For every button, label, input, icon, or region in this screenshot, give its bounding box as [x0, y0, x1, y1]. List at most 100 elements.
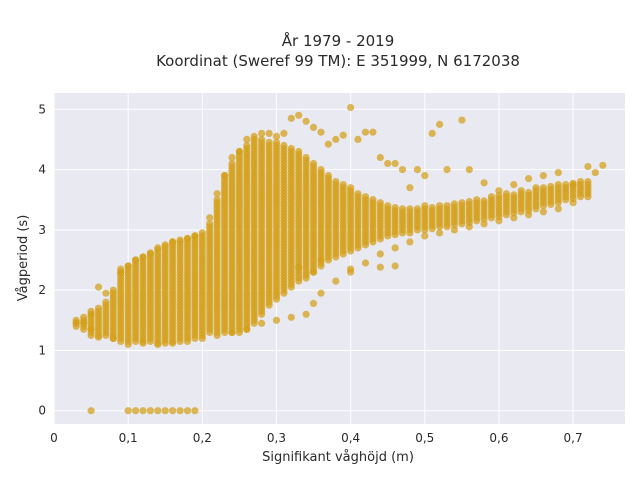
data-point	[599, 161, 607, 169]
data-point	[102, 289, 110, 297]
data-point	[458, 116, 466, 124]
data-point	[87, 310, 95, 318]
data-point	[87, 407, 95, 415]
data-point	[265, 138, 273, 146]
data-point	[495, 187, 503, 195]
x-axis-label: Signifikant våghöjd (m)	[262, 450, 414, 465]
data-point	[436, 120, 444, 128]
data-point	[584, 163, 592, 171]
data-point	[80, 313, 88, 321]
data-point	[176, 407, 184, 415]
data-point	[317, 289, 325, 297]
data-point	[169, 238, 177, 246]
data-point	[169, 407, 177, 415]
data-point	[376, 199, 384, 207]
data-point	[309, 299, 318, 307]
data-point	[554, 205, 562, 213]
data-point	[124, 340, 132, 348]
data-point	[591, 169, 599, 177]
data-point	[324, 172, 332, 180]
data-point	[295, 147, 303, 156]
data-point	[161, 407, 169, 415]
data-point	[183, 407, 192, 415]
data-point	[124, 262, 132, 270]
data-point	[243, 135, 251, 143]
data-point	[495, 217, 503, 225]
data-point	[146, 249, 154, 257]
data-point	[206, 214, 214, 222]
x-axis-ticks: 0 0,1 0,2 0,3 0,4 0,5 0,6 0,7	[50, 431, 582, 445]
data-point	[183, 337, 192, 345]
data-point	[436, 229, 444, 237]
data-point	[502, 190, 510, 198]
x-tick-label: 0,1	[119, 431, 138, 445]
data-point	[539, 208, 548, 216]
data-point	[161, 241, 169, 249]
data-point	[465, 166, 473, 174]
data-point	[347, 184, 355, 192]
x-tick-label: 0,3	[267, 431, 286, 445]
data-point	[332, 178, 340, 186]
y-tick-label: 0	[38, 404, 46, 418]
data-point	[272, 138, 281, 146]
data-point	[473, 196, 481, 204]
data-point	[243, 141, 251, 150]
data-point	[109, 286, 117, 294]
data-point	[228, 328, 236, 336]
data-point	[584, 178, 592, 186]
data-point	[517, 187, 525, 195]
data-point	[384, 159, 392, 168]
data-point	[324, 140, 332, 148]
data-point	[361, 128, 370, 136]
data-point	[287, 313, 295, 321]
x-tick-label: 0,5	[415, 431, 434, 445]
data-point	[332, 135, 340, 143]
y-axis-ticks: 0 1 2 3 4 5	[38, 102, 46, 417]
x-tick-label: 0,4	[341, 431, 360, 445]
data-point	[436, 202, 444, 210]
data-point	[250, 132, 258, 140]
data-point	[94, 304, 103, 312]
x-tick-label: 0,6	[489, 431, 508, 445]
data-point	[295, 263, 303, 271]
data-point	[406, 238, 414, 246]
x-tick-label: 0	[50, 431, 58, 445]
data-point	[124, 407, 132, 415]
data-point	[213, 190, 221, 198]
data-point	[428, 204, 436, 212]
data-point	[132, 256, 140, 264]
data-point	[421, 232, 429, 240]
data-point	[525, 175, 533, 183]
data-point	[354, 190, 362, 198]
data-point	[302, 153, 310, 162]
y-tick-label: 1	[38, 343, 46, 357]
data-point	[176, 236, 184, 244]
data-point	[428, 129, 436, 137]
data-point	[272, 132, 281, 140]
data-point	[480, 220, 488, 228]
data-point	[347, 265, 355, 273]
data-point	[139, 253, 147, 261]
data-point	[406, 205, 414, 213]
data-point	[339, 131, 347, 139]
data-point	[569, 181, 577, 189]
data-point	[532, 184, 540, 192]
data-point	[376, 250, 384, 258]
data-point	[213, 196, 221, 204]
data-points	[72, 103, 607, 415]
y-tick-label: 3	[38, 223, 46, 237]
data-point	[309, 268, 318, 276]
data-point	[154, 244, 162, 252]
y-axis-label: Vågperiod (s)	[16, 215, 31, 302]
data-point	[465, 223, 473, 231]
data-point	[235, 147, 243, 156]
data-point	[547, 182, 555, 191]
data-point	[258, 135, 266, 143]
data-point	[265, 129, 273, 137]
data-point	[413, 166, 421, 174]
data-point	[554, 169, 562, 177]
y-tick-label: 5	[38, 102, 46, 116]
data-point	[361, 193, 370, 201]
data-point	[94, 283, 103, 291]
